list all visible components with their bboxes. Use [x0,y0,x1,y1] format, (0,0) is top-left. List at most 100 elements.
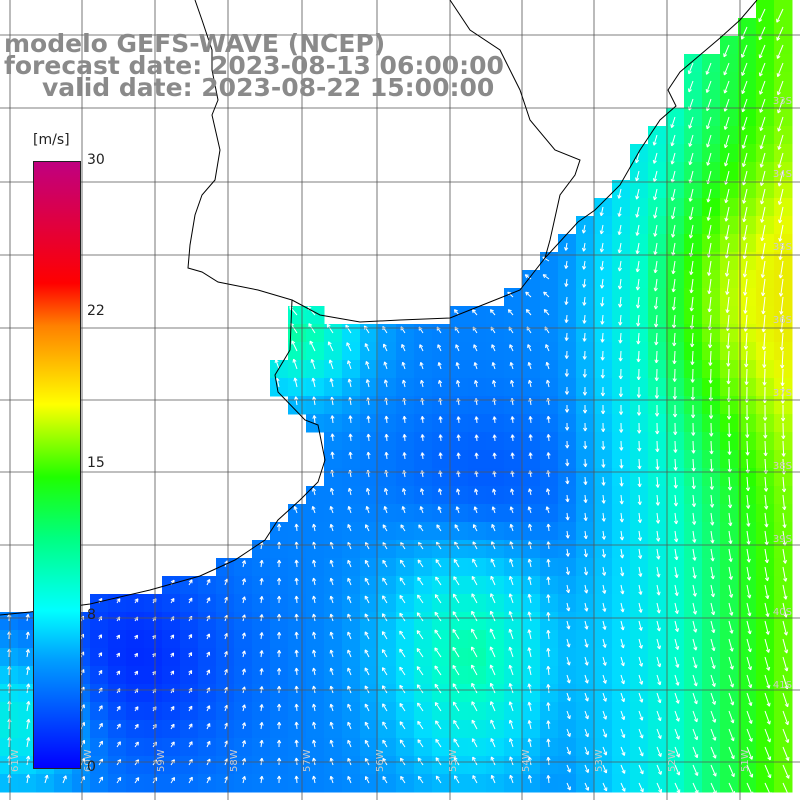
wind-vector [329,378,334,388]
latitude-label: 33S [773,96,792,107]
wind-vector [600,386,606,397]
wind-speed-cell [216,612,235,631]
wind-speed-cell [540,558,559,577]
wind-vector [743,332,749,350]
wind-vector [688,224,694,239]
wind-vector [527,344,532,352]
wind-vector [582,368,587,378]
wind-vector [760,206,766,223]
wind-vector [653,206,658,219]
wind-vector [671,224,676,238]
wind-speed-cell [198,720,217,739]
wind-speed-cell [504,378,523,397]
wind-vector [564,260,569,269]
wind-speed-cell [450,720,469,739]
wind-vector [600,314,605,325]
wind-speed-cell [504,630,523,649]
wind-speed-cell [414,720,433,739]
wind-speed-cell [522,486,541,505]
wind-vector [509,362,514,370]
wind-speed-cell [162,702,181,721]
wind-speed-cell [90,738,109,757]
wind-vector [635,296,641,309]
wind-vector [776,26,784,41]
wind-vector [543,291,550,298]
wind-vector [564,278,569,287]
wind-speed-cell [162,720,181,739]
longitude-label: 59W [156,749,167,772]
wind-vector [455,344,460,352]
wind-speed-cell [432,342,451,361]
wind-vector [741,80,748,95]
wind-speed-cell [216,720,235,739]
wind-speed-cell [522,414,541,433]
wind-speed-cell [450,666,469,685]
wind-speed-cell [144,756,163,775]
wind-speed-cell [522,738,541,757]
wind-speed-cell [0,720,19,739]
wind-vector [581,242,587,252]
wind-speed-cell [126,630,145,649]
wind-speed-cell [180,774,199,793]
wind-speed-cell [540,486,559,505]
wind-vector [690,332,695,348]
wind-speed-cell [126,594,145,613]
wind-speed-cell [270,522,289,541]
wind-speed-cell [486,720,505,739]
wind-speed-cell [180,612,199,631]
wind-speed-cell [270,738,289,757]
wind-speed-cell [306,576,325,595]
wind-vector [492,380,497,388]
wind-vector [330,415,335,424]
wind-vector [600,278,605,289]
wind-speed-cell [108,666,127,685]
wind-speed-cell [360,486,379,505]
wind-vector [636,386,642,398]
wind-vector [420,416,425,424]
wind-speed-cell [414,774,433,793]
wind-speed-cell [540,630,559,649]
wind-speed-cell [360,342,379,361]
wind-vector [564,404,570,413]
longitude-label: 53W [594,749,605,772]
wind-vector [582,404,588,414]
wind-speed-cell [486,378,505,397]
wind-vector [708,386,713,402]
wind-vector [708,350,713,366]
wind-speed-cell [486,360,505,379]
wind-speed-cell [540,702,559,721]
wind-speed-cell [378,324,397,343]
wind-speed-cell [360,432,379,451]
wind-speed-cell [234,648,253,667]
wind-speed-cell [468,306,487,325]
wind-speed-cell [432,324,451,343]
wind-vector [760,188,766,205]
wind-speed-cell [432,702,451,721]
wind-speed-cell [162,648,181,667]
wind-speed-cell [360,774,379,793]
wind-speed-cell [414,648,433,667]
wind-speed-cell [360,756,379,775]
wind-speed-cell [198,774,217,793]
wind-speed-cell [144,738,163,757]
wind-vector [759,80,766,95]
wind-speed-cell [126,702,145,721]
wind-speed-cell [432,540,451,559]
wind-speed-cell [234,774,253,793]
wind-speed-cell [126,666,145,685]
wind-speed-cell [324,450,343,469]
wind-speed-cell [522,378,541,397]
wind-speed-cell [378,612,397,631]
wind-vector [741,116,748,131]
wind-speed-cell [414,414,433,433]
wind-speed-cell [90,630,109,649]
wind-vector [473,344,478,352]
longitude-label: 56W [375,749,386,772]
wind-speed-cell [252,612,271,631]
colorbar-tick-30: 30 [87,152,105,168]
wind-speed-cell [486,594,505,613]
wind-vector [705,62,712,75]
wind-vector [725,332,731,349]
wind-vector [637,422,642,434]
